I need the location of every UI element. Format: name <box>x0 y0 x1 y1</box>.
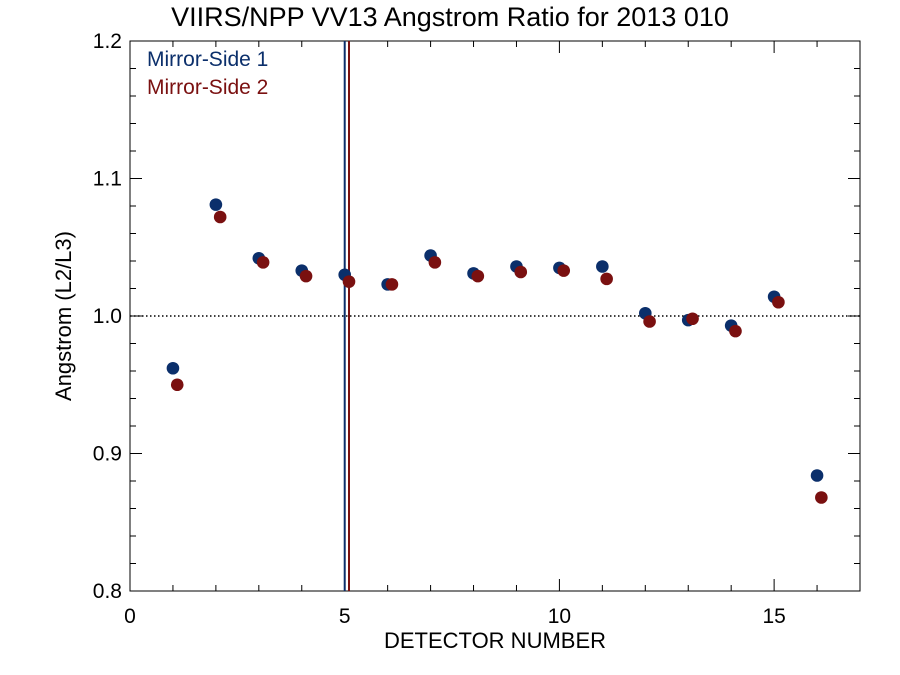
series-2-point <box>471 269 485 283</box>
series-2-point <box>600 272 613 286</box>
series-2-point <box>514 265 528 279</box>
y-tick-label: 1.1 <box>93 168 122 191</box>
series-1-point <box>596 260 609 273</box>
x-tick-label: 0 <box>124 605 136 628</box>
series-2-point <box>170 378 184 392</box>
series-2-point <box>299 269 313 283</box>
series-2-point <box>213 210 227 224</box>
legend-entry-mirror-side-2: Mirror-Side 2 <box>147 76 269 99</box>
y-tick-label: 1.2 <box>93 30 122 53</box>
series-2-point <box>428 256 442 269</box>
series-2-point <box>342 275 356 288</box>
series-2-point <box>686 312 699 326</box>
legend-entry-mirror-side-1: Mirror-Side 1 <box>147 48 269 71</box>
series-2-point <box>557 264 571 277</box>
x-tick-label: 15 <box>762 605 785 628</box>
series-2-point <box>815 491 828 504</box>
series-2-point <box>385 278 399 291</box>
y-tick-label: 0.8 <box>93 580 122 603</box>
series-2-point <box>729 324 742 338</box>
y-tick-label: 0.9 <box>93 443 122 466</box>
series-2-point <box>643 315 656 328</box>
chart-title: VIIRS/NPP VV13 Angstrom Ratio for 2013 0… <box>171 2 729 32</box>
series-2-point <box>772 295 785 309</box>
x-axis-label: DETECTOR NUMBER <box>383 628 607 653</box>
series-2-point <box>256 256 270 269</box>
x-tick-label: 10 <box>548 605 571 628</box>
series-1-point <box>810 469 824 482</box>
series-1-point <box>209 198 223 211</box>
x-tick-label: 5 <box>339 605 351 628</box>
y-axis-label: Angstrom (L2/L3) <box>51 231 76 401</box>
series-1-point <box>166 361 180 375</box>
y-tick-label: 1.0 <box>93 305 122 328</box>
